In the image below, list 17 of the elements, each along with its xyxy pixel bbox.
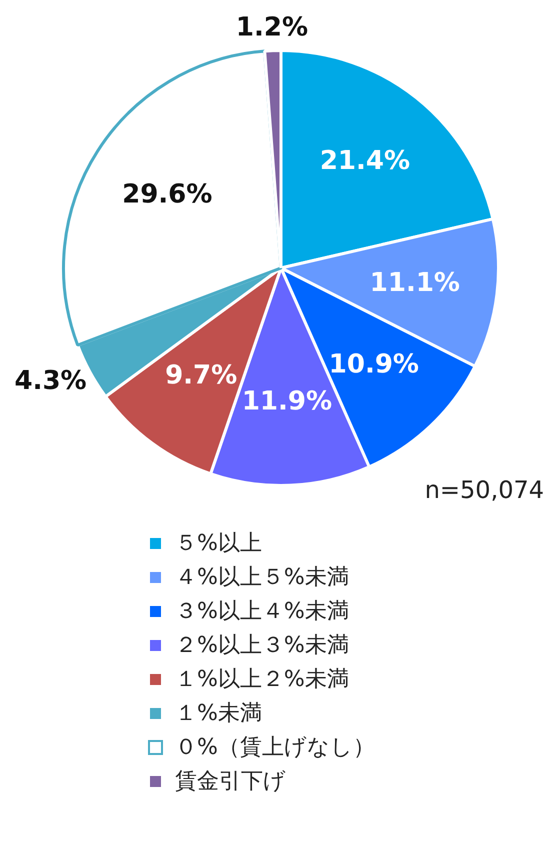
legend-label: ２%以上３%未満 <box>175 632 349 660</box>
legend-label: ０%（賃上げなし） <box>175 734 375 762</box>
legend-label: １%以上２%未満 <box>175 666 349 694</box>
data-label: 11.1% <box>370 268 460 298</box>
data-label: 29.6% <box>122 179 212 210</box>
legend-label: 賃金引下げ <box>175 768 286 796</box>
legend-label: ３%以上４%未満 <box>175 598 349 626</box>
legend-label: ４%以上５%未満 <box>175 564 349 592</box>
data-label: 4.3% <box>14 366 87 396</box>
data-label: 11.9% <box>242 386 332 416</box>
legend-label: １%未満 <box>175 700 262 728</box>
data-label: 1.2% <box>236 12 308 42</box>
data-label: 9.7% <box>165 360 238 390</box>
legend-label: ５%以上 <box>175 530 262 558</box>
data-label: 21.4% <box>320 146 410 176</box>
text: n=50,074 <box>424 476 544 504</box>
data-label: 10.9% <box>328 350 419 380</box>
